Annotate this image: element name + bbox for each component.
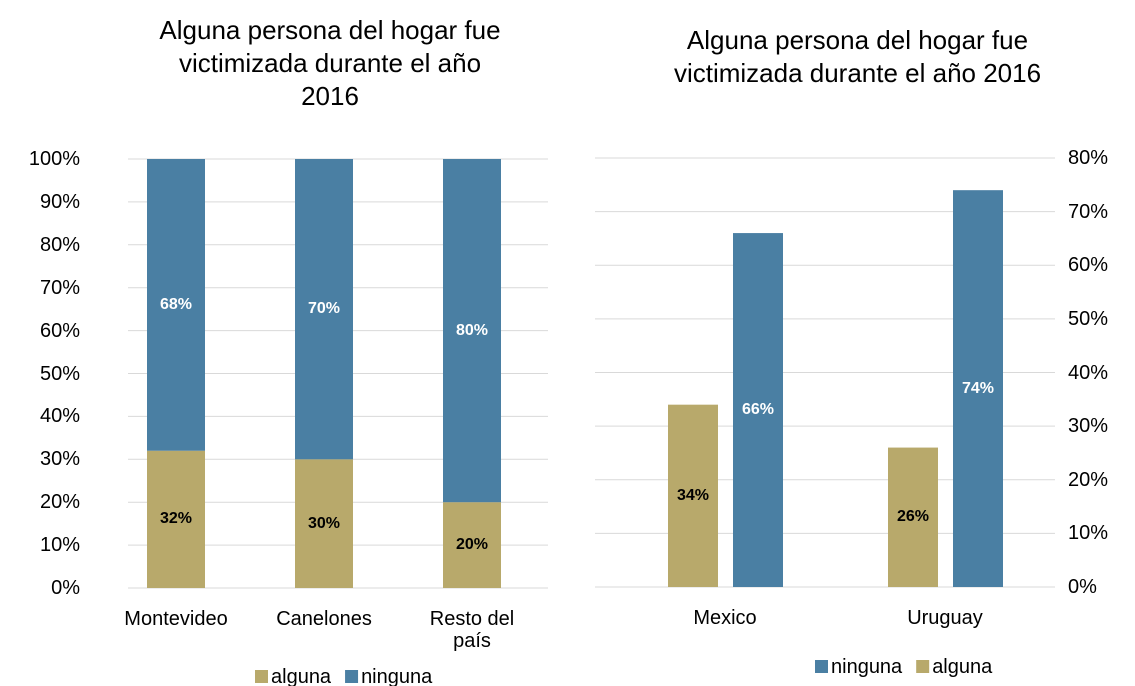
legend-swatch <box>916 660 930 673</box>
y-tick-label: 60% <box>1068 254 1109 277</box>
legend-label: alguna <box>932 656 993 678</box>
y-tick-label: 50% <box>1068 307 1109 330</box>
data-label: 80% <box>455 321 489 339</box>
y-tick-label: 30% <box>39 448 80 471</box>
y-tick-label: 0% <box>1068 576 1097 598</box>
bar <box>147 159 205 451</box>
legend-label: ninguna <box>831 656 903 678</box>
x-tick-label: Mexico <box>693 607 757 629</box>
y-tick-label: 30% <box>1068 415 1109 438</box>
chart-title: Alguna persona del hogar fue victimizada… <box>159 15 501 111</box>
y-tick-label: 70% <box>39 276 80 299</box>
data-label: 70% <box>307 300 341 318</box>
y-tick-label: 40% <box>1068 361 1109 384</box>
bar <box>295 459 353 588</box>
data-label: 68% <box>159 295 193 313</box>
y-tick-label: 100% <box>28 148 80 170</box>
legend-label: ninguna <box>361 666 433 686</box>
y-tick-label: 60% <box>39 319 80 342</box>
y-tick-label: 90% <box>39 190 80 213</box>
data-label: 26% <box>896 508 930 526</box>
data-label: 20% <box>455 536 489 554</box>
chart-title: Alguna persona del hogar fue victimizada… <box>673 25 1042 88</box>
x-tick-label: Resto del país <box>429 608 515 652</box>
x-tick-label: Canelones <box>276 608 372 630</box>
bar <box>295 159 353 460</box>
data-label: 32% <box>159 510 193 528</box>
y-tick-label: 10% <box>1068 522 1109 545</box>
y-tick-label: 20% <box>1068 468 1109 491</box>
legend-swatch <box>345 670 359 683</box>
data-label: 30% <box>307 514 341 532</box>
bar <box>733 233 783 587</box>
bar <box>888 447 938 587</box>
x-tick-label: Montevideo <box>124 608 228 630</box>
y-tick-label: 0% <box>51 577 80 599</box>
legend-label: alguna <box>271 666 332 686</box>
bar <box>147 450 205 588</box>
data-label: 34% <box>676 486 710 504</box>
bar <box>443 159 501 503</box>
y-tick-label: 80% <box>39 233 80 256</box>
legend-swatch <box>255 670 268 683</box>
y-tick-label: 20% <box>39 491 80 514</box>
data-label: 66% <box>741 401 775 419</box>
y-tick-label: 10% <box>39 534 80 557</box>
y-tick-label: 40% <box>39 405 80 428</box>
y-tick-label: 50% <box>39 362 80 385</box>
data-label: 74% <box>961 379 995 397</box>
bar <box>953 190 1003 588</box>
y-tick-label: 80% <box>1068 147 1109 169</box>
y-tick-label: 70% <box>1068 200 1109 223</box>
legend-swatch <box>815 660 828 673</box>
bar <box>668 404 718 587</box>
x-tick-label: Uruguay <box>907 607 983 629</box>
bar <box>443 502 501 588</box>
